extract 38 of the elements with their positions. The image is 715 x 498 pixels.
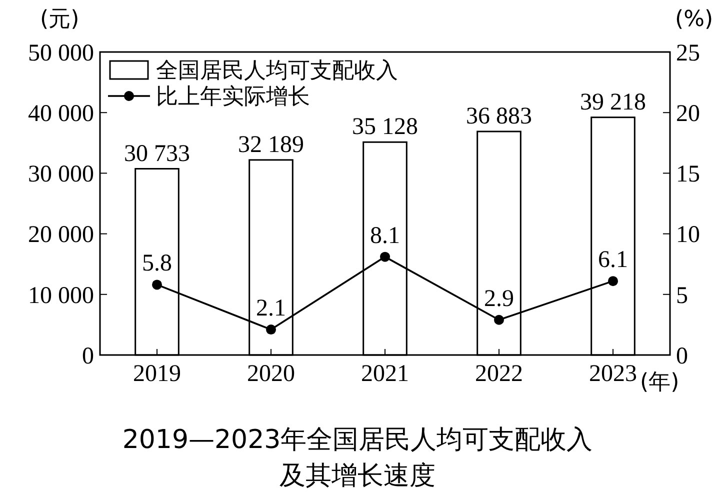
- y-tick-label: 10 000: [28, 282, 94, 309]
- data-label: 6.1: [598, 247, 628, 274]
- y-tick-label: 40 000: [28, 101, 94, 127]
- point: [266, 324, 276, 335]
- x-tick-label: 2020: [247, 361, 295, 387]
- data-label: 35 128: [352, 114, 418, 140]
- y2-axis-title: (%): [675, 7, 714, 32]
- point: [608, 276, 618, 286]
- data-label: 2.9: [484, 286, 514, 312]
- data-label: 39 218: [580, 89, 646, 116]
- data-label: 32 189: [238, 132, 304, 158]
- data-label: 8.1: [370, 222, 400, 249]
- text: 2019—2023年全国居民人均可支配收入及其增长速度: [122, 425, 593, 491]
- point: [494, 314, 504, 325]
- y2-tick-label: 20: [676, 101, 700, 127]
- data-label: 2.1: [256, 296, 286, 322]
- legend-label: 比上年实际增长: [156, 84, 310, 110]
- x-tick-label: 2022: [475, 361, 523, 387]
- legend-label: 全国居民人均可支配收入: [156, 58, 398, 84]
- x-tick-label: 2019: [133, 361, 181, 387]
- y2-tick-label: 25: [676, 40, 700, 66]
- data-label: 5.8: [142, 250, 172, 277]
- y2-tick-label: 5: [676, 282, 688, 309]
- y2-tick-label: 0: [676, 343, 688, 370]
- point: [380, 252, 390, 262]
- y-tick-label: 0: [82, 343, 94, 370]
- data-label: 30 733: [124, 140, 190, 167]
- y2-tick-label: 10: [676, 222, 700, 248]
- x-tick-label: 2021: [361, 361, 409, 387]
- y-tick-label: 50 000: [28, 40, 94, 66]
- x-tick-label: 2023: [589, 361, 637, 387]
- y-tick-label: 20 000: [28, 222, 94, 248]
- point: [152, 280, 162, 290]
- y-tick-label: 30 000: [28, 162, 94, 188]
- data-label: 36 883: [466, 103, 532, 130]
- y2-tick-label: 15: [676, 162, 700, 188]
- y-axis-title: (元): [40, 7, 80, 32]
- x-axis-title: (年): [640, 370, 680, 395]
